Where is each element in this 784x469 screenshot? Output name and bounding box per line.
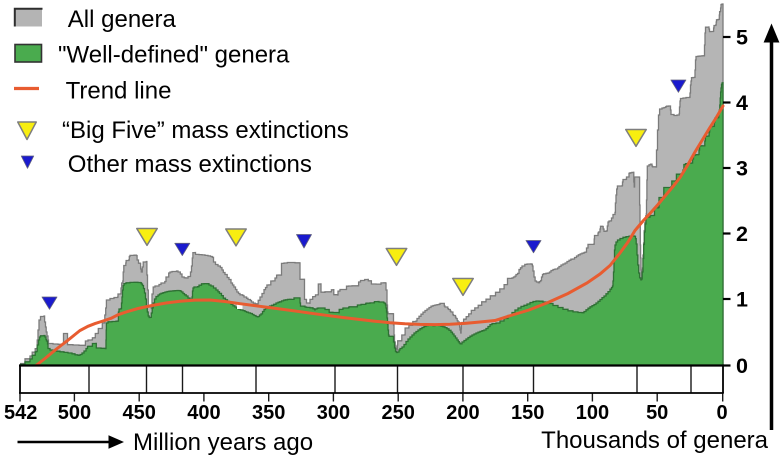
svg-text:“Big Five” mass extinctions: “Big Five” mass extinctions <box>62 117 349 144</box>
svg-text:500: 500 <box>58 402 91 424</box>
svg-text:0: 0 <box>716 402 727 424</box>
svg-text:200: 200 <box>446 402 479 424</box>
svg-text:2: 2 <box>736 222 748 246</box>
svg-text:Million years ago: Million years ago <box>133 429 313 456</box>
svg-text:Other mass extinctions: Other mass extinctions <box>68 151 312 178</box>
svg-text:5: 5 <box>736 26 748 50</box>
svg-text:1: 1 <box>736 288 748 312</box>
svg-text:250: 250 <box>382 402 415 424</box>
svg-text:4: 4 <box>736 91 748 115</box>
svg-text:450: 450 <box>123 402 156 424</box>
svg-text:100: 100 <box>576 402 609 424</box>
svg-text:"Well-defined" genera: "Well-defined" genera <box>58 41 290 68</box>
svg-text:300: 300 <box>317 402 350 424</box>
svg-text:542: 542 <box>4 402 37 424</box>
svg-text:400: 400 <box>187 402 220 424</box>
svg-text:0: 0 <box>736 354 748 378</box>
svg-text:All genera: All genera <box>68 6 177 33</box>
svg-text:350: 350 <box>252 402 285 424</box>
svg-text:Trend line: Trend line <box>66 77 172 104</box>
svg-text:150: 150 <box>511 402 544 424</box>
svg-text:Thousands of genera: Thousands of genera <box>541 427 768 454</box>
svg-text:3: 3 <box>736 157 748 181</box>
svg-text:50: 50 <box>646 402 668 424</box>
